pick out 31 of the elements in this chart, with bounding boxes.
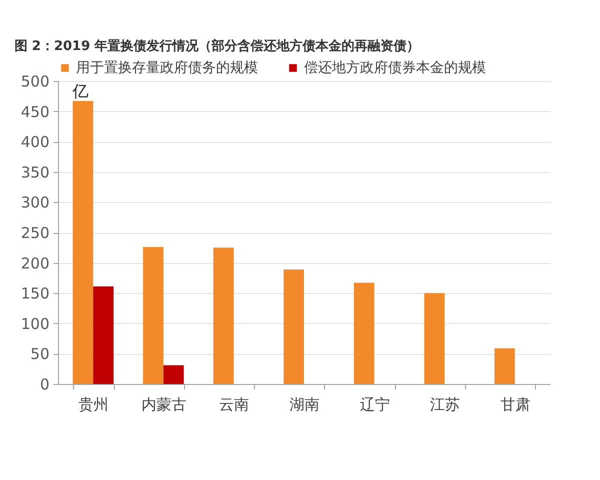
bar (494, 348, 515, 384)
y-tick-label: 150 (20, 284, 50, 303)
legend-label: 用于置换存量政府债务的规模 (76, 60, 258, 76)
bar (284, 269, 304, 384)
x-tick-label: 甘肃 (500, 396, 530, 414)
y-tick-label: 350 (20, 163, 50, 182)
y-tick-label: 500 (20, 72, 50, 90)
x-tick-label: 江苏 (430, 396, 460, 414)
x-tick-label: 辽宁 (360, 396, 390, 414)
y-tick-label: 450 (20, 102, 50, 121)
y-tick-label: 50 (30, 345, 50, 364)
y-tick-label: 0 (40, 376, 50, 394)
y-tick-label: 200 (20, 254, 50, 272)
x-tick-label: 湖南 (290, 396, 320, 414)
y-axis-title: 亿 (72, 82, 88, 100)
x-tick-label: 内蒙古 (141, 396, 186, 414)
y-tick-label: 100 (20, 314, 50, 333)
bar (72, 101, 94, 384)
bar (213, 248, 234, 384)
bar (354, 282, 374, 384)
bar (143, 247, 164, 384)
bar (93, 286, 114, 384)
y-tick-label: 250 (20, 224, 50, 242)
y-tick-label: 400 (20, 133, 50, 152)
x-tick-label: 云南 (219, 396, 250, 414)
y-tick-label: 300 (20, 194, 50, 212)
bar (163, 365, 184, 384)
bar (424, 293, 445, 384)
legend-label: 偿还地方政府债券本金的规模 (304, 60, 486, 76)
x-tick-label: 贵州 (78, 396, 109, 414)
chart-title: 图 2：2019 年置换债发行情况（部分含偿还地方债本金的再融资债） (14, 38, 420, 54)
